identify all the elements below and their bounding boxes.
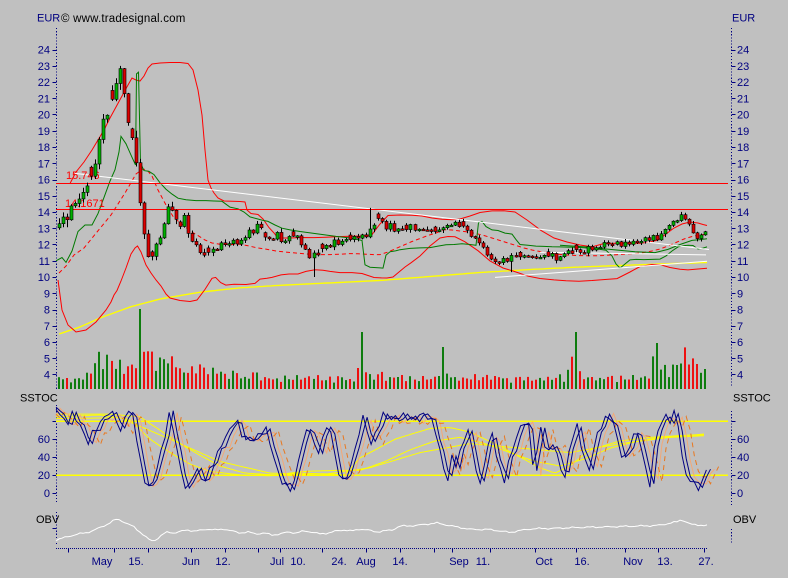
svg-text:8: 8 xyxy=(737,305,743,317)
svg-text:23: 23 xyxy=(38,61,50,73)
svg-text:22: 22 xyxy=(737,77,749,89)
svg-text:16: 16 xyxy=(38,175,50,187)
svg-text:0: 0 xyxy=(737,488,743,500)
svg-text:9: 9 xyxy=(737,288,743,300)
svg-text:16.: 16. xyxy=(574,556,589,568)
svg-text:Nov: Nov xyxy=(623,556,643,568)
svg-text:24: 24 xyxy=(737,45,749,57)
svg-text:Jul: Jul xyxy=(270,556,284,568)
svg-text:10.: 10. xyxy=(290,556,305,568)
svg-text:OBV: OBV xyxy=(733,514,757,526)
svg-text:14.: 14. xyxy=(392,556,407,568)
svg-text:10: 10 xyxy=(737,272,749,284)
svg-text:15.: 15. xyxy=(128,556,143,568)
svg-text:18: 18 xyxy=(737,142,749,154)
svg-text:21: 21 xyxy=(737,93,749,105)
svg-text:OBV: OBV xyxy=(36,514,60,526)
svg-text:24: 24 xyxy=(38,45,50,57)
svg-text:14: 14 xyxy=(737,207,749,219)
svg-text:SSTOC: SSTOC xyxy=(20,393,58,405)
svg-text:6: 6 xyxy=(44,337,50,349)
svg-text:11.: 11. xyxy=(476,556,490,568)
svg-text:16: 16 xyxy=(737,175,749,187)
svg-text:13.: 13. xyxy=(657,556,672,568)
svg-text:May: May xyxy=(92,556,113,568)
svg-text:6: 6 xyxy=(737,337,743,349)
svg-text:SSTOC: SSTOC xyxy=(733,393,771,405)
svg-text:11: 11 xyxy=(39,256,50,268)
svg-text:40: 40 xyxy=(38,452,50,464)
svg-text:13: 13 xyxy=(737,223,749,235)
svg-text:5: 5 xyxy=(44,353,50,365)
svg-text:© www.tradesignal.com: © www.tradesignal.com xyxy=(61,13,186,25)
svg-text:13: 13 xyxy=(38,223,50,235)
svg-text:15: 15 xyxy=(38,191,50,203)
svg-text:4: 4 xyxy=(737,370,743,382)
svg-text:22: 22 xyxy=(38,77,50,89)
svg-text:Aug: Aug xyxy=(356,556,376,568)
svg-text:23: 23 xyxy=(737,61,749,73)
svg-text:7: 7 xyxy=(44,321,50,333)
svg-text:19: 19 xyxy=(38,126,50,138)
svg-text:19: 19 xyxy=(737,126,749,138)
svg-text:Jun: Jun xyxy=(182,556,200,568)
svg-text:17: 17 xyxy=(38,158,50,170)
svg-text:EUR: EUR xyxy=(732,13,755,25)
svg-text:20: 20 xyxy=(737,110,749,122)
svg-text:24.: 24. xyxy=(331,556,346,568)
svg-text:60: 60 xyxy=(737,434,749,446)
svg-text:20: 20 xyxy=(38,470,50,482)
svg-text:10: 10 xyxy=(38,272,50,284)
svg-text:0: 0 xyxy=(44,488,50,500)
svg-text:14.1671: 14.1671 xyxy=(65,198,105,210)
svg-text:7: 7 xyxy=(737,321,743,333)
svg-text:Sep: Sep xyxy=(449,556,469,568)
svg-text:12.: 12. xyxy=(215,556,230,568)
svg-text:14: 14 xyxy=(38,207,50,219)
svg-text:EUR: EUR xyxy=(37,13,60,25)
svg-text:27.: 27. xyxy=(698,556,713,568)
svg-text:12: 12 xyxy=(38,240,50,252)
svg-text:11: 11 xyxy=(737,256,748,268)
svg-text:18: 18 xyxy=(38,142,50,154)
svg-text:9: 9 xyxy=(44,288,50,300)
svg-text:4: 4 xyxy=(44,370,50,382)
svg-text:21: 21 xyxy=(38,93,50,105)
svg-text:60: 60 xyxy=(38,434,50,446)
svg-text:15: 15 xyxy=(737,191,749,203)
svg-text:Oct: Oct xyxy=(535,556,552,568)
svg-text:20: 20 xyxy=(38,110,50,122)
svg-text:5: 5 xyxy=(737,353,743,365)
svg-text:8: 8 xyxy=(44,305,50,317)
svg-text:17: 17 xyxy=(737,158,749,170)
svg-text:20: 20 xyxy=(737,470,749,482)
svg-text:40: 40 xyxy=(737,452,749,464)
svg-text:12: 12 xyxy=(737,240,749,252)
